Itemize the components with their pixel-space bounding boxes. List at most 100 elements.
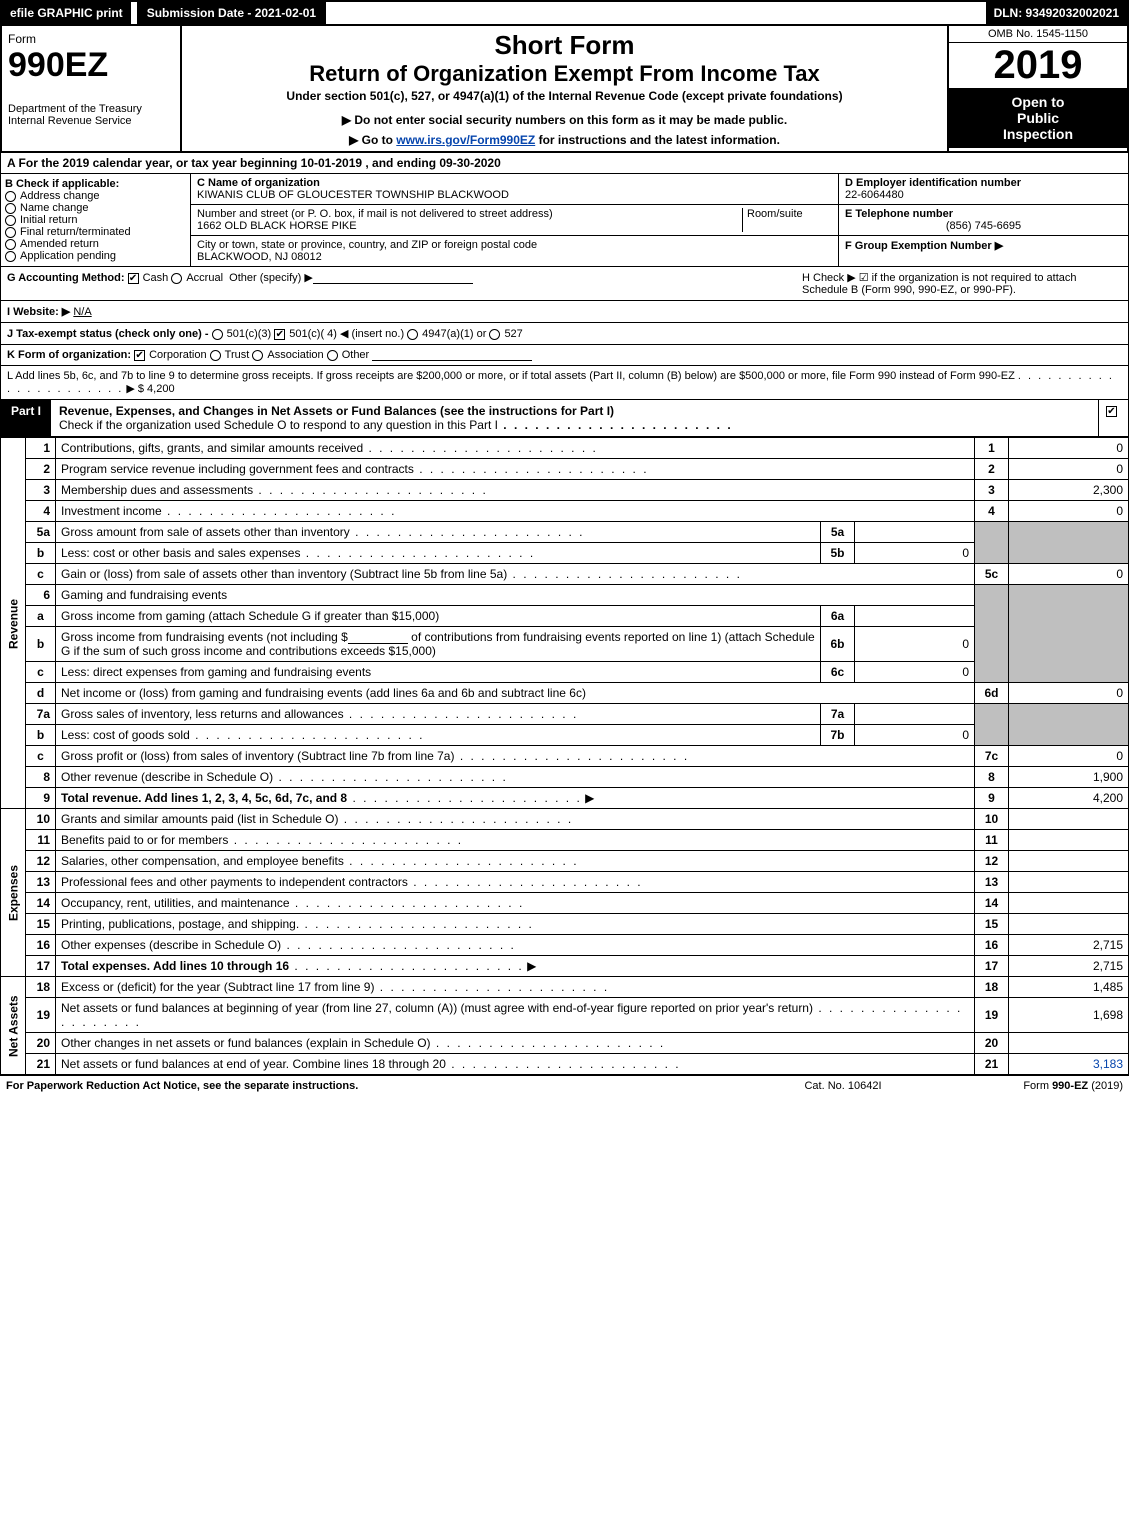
- line-6c-box: 6c: [821, 662, 855, 683]
- chk-initial-return[interactable]: [5, 215, 16, 226]
- table-row: Expenses 10 Grants and similar amounts p…: [1, 809, 1129, 830]
- other-org-input[interactable]: [372, 349, 532, 361]
- note-public: Do not enter social security numbers on …: [190, 113, 939, 127]
- line-8-val: 1,900: [1009, 767, 1129, 788]
- line-10-text: Grants and similar amounts paid (list in…: [61, 812, 338, 826]
- table-row: 12Salaries, other compensation, and empl…: [1, 851, 1129, 872]
- line-17-val: 2,715: [1009, 956, 1129, 977]
- chk-4947[interactable]: [407, 329, 418, 340]
- box-c: C Name of organization KIWANIS CLUB OF G…: [191, 174, 838, 266]
- table-row: b Less: cost of goods sold 7b 0: [1, 725, 1129, 746]
- line-7c-val: 0: [1009, 746, 1129, 767]
- org-address: 1662 OLD BLACK HORSE PIKE: [197, 220, 357, 232]
- meta-grid: B Check if applicable: Address change Na…: [0, 174, 1129, 267]
- chk-name-change[interactable]: [5, 203, 16, 214]
- part-1-header: Part I Revenue, Expenses, and Changes in…: [0, 400, 1129, 437]
- line-4-no: 4: [26, 501, 56, 522]
- line-18-text: Excess or (deficit) for the year (Subtra…: [61, 980, 374, 994]
- opt-other-method: Other (specify) ▶: [229, 272, 313, 284]
- line-13-no: 13: [26, 872, 56, 893]
- line-6-no: 6: [26, 585, 56, 606]
- note-link-row: ▶ Go to www.irs.gov/Form990EZ for instru…: [190, 133, 939, 147]
- part-1-check[interactable]: ✔: [1098, 400, 1128, 436]
- irs-link[interactable]: www.irs.gov/Form990EZ: [396, 133, 535, 147]
- dots: [498, 418, 733, 432]
- chk-527[interactable]: [489, 329, 500, 340]
- row-i: I Website: ▶ N/A: [0, 301, 1129, 323]
- line-6a-no: a: [26, 606, 56, 627]
- opt-501c: 501(c)( 4) ◀ (insert no.): [289, 328, 404, 340]
- line-5a-no: 5a: [26, 522, 56, 543]
- line-6c-text: Less: direct expenses from gaming and fu…: [56, 662, 821, 683]
- row-k: K Form of organization: ✔Corporation Tru…: [0, 345, 1129, 366]
- line-8-text: Other revenue (describe in Schedule O): [61, 770, 273, 784]
- line-6b-amount-input[interactable]: [348, 632, 408, 644]
- lines-table: Revenue 1 Contributions, gifts, grants, …: [0, 437, 1129, 1075]
- line-20-no: 20: [26, 1033, 56, 1054]
- line-14-text: Occupancy, rent, utilities, and maintena…: [61, 896, 290, 910]
- table-row: 19 Net assets or fund balances at beginni…: [1, 998, 1129, 1033]
- chk-final-return[interactable]: [5, 227, 16, 238]
- opt-527: 527: [504, 328, 522, 340]
- table-row: a Gross income from gaming (attach Sched…: [1, 606, 1129, 627]
- chk-corporation[interactable]: ✔: [134, 350, 145, 361]
- part-1-label: Part I: [1, 400, 51, 436]
- chk-association[interactable]: [252, 350, 263, 361]
- line-19-text: Net assets or fund balances at beginning…: [61, 1001, 813, 1015]
- row-g-label: G Accounting Method:: [7, 272, 125, 284]
- line-6a-text: Gross income from gaming (attach Schedul…: [56, 606, 821, 627]
- line-16-no: 16: [26, 935, 56, 956]
- tax-year: 2019: [949, 43, 1127, 88]
- line-6a-box: 6a: [821, 606, 855, 627]
- line-7c-refno: 7c: [975, 746, 1009, 767]
- line-7b-text: Less: cost of goods sold: [61, 728, 190, 742]
- table-row: Net Assets 18 Excess or (deficit) for th…: [1, 977, 1129, 998]
- line-10-val: [1009, 809, 1129, 830]
- opt-cash: Cash: [143, 272, 169, 284]
- line-5b-no: b: [26, 543, 56, 564]
- row-h: H Check ▶ ☑ if the organization is not r…: [802, 271, 1122, 296]
- line-3-refno: 3: [975, 480, 1009, 501]
- chk-other-org[interactable]: [327, 350, 338, 361]
- line-14-no: 14: [26, 893, 56, 914]
- line-6b-box: 6b: [821, 627, 855, 662]
- line-19-val: 1,698: [1009, 998, 1129, 1033]
- line-17-no: 17: [26, 956, 56, 977]
- part-1-title: Revenue, Expenses, and Changes in Net As…: [59, 404, 614, 418]
- chk-501c[interactable]: ✔: [274, 329, 285, 340]
- chk-application-pending[interactable]: [5, 251, 16, 262]
- line-5a-box: 5a: [821, 522, 855, 543]
- line-13-refno: 13: [975, 872, 1009, 893]
- chk-accrual[interactable]: [171, 273, 182, 284]
- line-7a-no: 7a: [26, 704, 56, 725]
- chk-trust[interactable]: [210, 350, 221, 361]
- line-12-no: 12: [26, 851, 56, 872]
- row-j: J Tax-exempt status (check only one) - 5…: [0, 323, 1129, 345]
- chk-501c3[interactable]: [212, 329, 223, 340]
- chk-amended-return[interactable]: [5, 239, 16, 250]
- table-row: 16Other expenses (describe in Schedule O…: [1, 935, 1129, 956]
- line-3-no: 3: [26, 480, 56, 501]
- line-18-refno: 18: [975, 977, 1009, 998]
- website: N/A: [73, 306, 91, 318]
- form-word: Form: [8, 32, 174, 46]
- line-19-refno: 19: [975, 998, 1009, 1033]
- table-row: 11Benefits paid to or for members11: [1, 830, 1129, 851]
- opt-amended-return: Amended return: [20, 238, 99, 250]
- opt-501c3: 501(c)(3): [227, 328, 272, 340]
- chk-cash[interactable]: ✔: [128, 273, 139, 284]
- opt-trust: Trust: [225, 349, 250, 361]
- line-21-no: 21: [26, 1054, 56, 1075]
- chk-address-change[interactable]: [5, 191, 16, 202]
- row-g-h: G Accounting Method: ✔Cash Accrual Other…: [0, 267, 1129, 301]
- line-15-text: Printing, publications, postage, and shi…: [61, 917, 299, 931]
- line-4-val: 0: [1009, 501, 1129, 522]
- line-6c-no: c: [26, 662, 56, 683]
- line-6d-val: 0: [1009, 683, 1129, 704]
- line-6d-refno: 6d: [975, 683, 1009, 704]
- other-method-input[interactable]: [313, 272, 473, 284]
- line-12-refno: 12: [975, 851, 1009, 872]
- efile-print-button[interactable]: efile GRAPHIC print: [2, 2, 131, 24]
- row-j-label: J Tax-exempt status (check only one) -: [7, 328, 209, 340]
- line-9-no: 9: [26, 788, 56, 809]
